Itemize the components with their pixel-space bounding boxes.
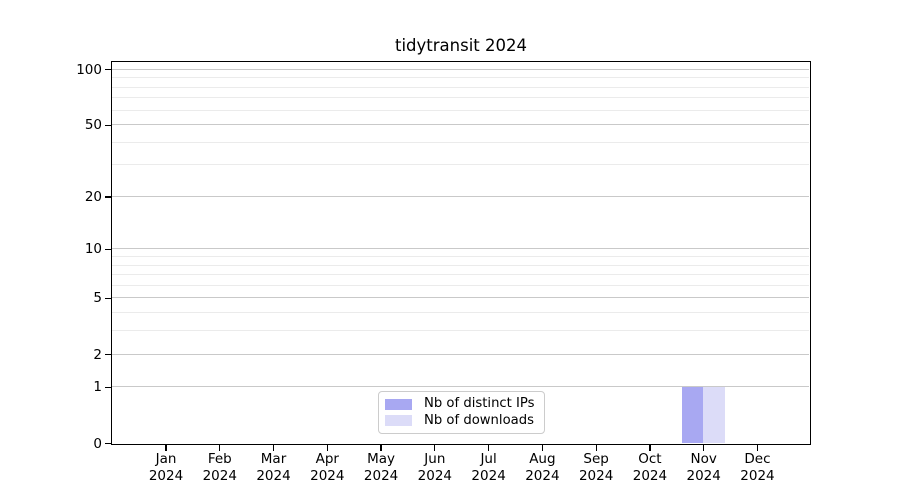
legend-label-downloads: Nb of downloads (424, 412, 534, 428)
x-tick-jun (434, 445, 436, 451)
y-tick-label-5: 5 (93, 290, 102, 307)
gridline-minor-30 (112, 164, 809, 166)
x-tick-label-may: May 2024 (363, 451, 399, 484)
legend-item-downloads: Nb of downloads (385, 413, 536, 429)
x-tick-dec (756, 445, 759, 451)
x-tick-label-sep: Sep 2024 (578, 451, 614, 484)
x-tick-label-aug: Aug 2024 (525, 451, 560, 484)
x-tick-nov (703, 445, 705, 451)
gridline-minor-7 (112, 274, 809, 276)
x-tick-may (380, 445, 382, 451)
gridline-minor-4 (112, 312, 809, 314)
bar-distinct-ips-nov (681, 386, 704, 443)
y-tick-label-50: 50 (84, 117, 102, 134)
x-tick-jan (165, 445, 167, 451)
y-tick-label-10: 10 (84, 241, 102, 258)
gridline-minor-40 (112, 141, 809, 143)
gridline-minor-90 (112, 77, 809, 79)
x-tick-label-mar: Mar 2024 (256, 451, 291, 484)
y-tick-label-20: 20 (84, 189, 102, 205)
gridline-major-10 (112, 248, 809, 250)
y-tick-label-1: 1 (93, 379, 102, 396)
x-tick-feb (219, 445, 221, 451)
bars-layer (112, 62, 810, 444)
x-tick-label-nov: Nov 2024 (686, 451, 721, 484)
x-tick-sep (595, 445, 597, 451)
gridline-minor-70 (112, 97, 809, 99)
x-tick-aug (541, 445, 544, 451)
legend-swatch-distinct-ips (385, 398, 412, 410)
grid-layer (112, 62, 810, 444)
gridline-major-1 (112, 386, 809, 388)
x-tick-label-jan: Jan 2024 (148, 451, 184, 484)
legend: Nb of distinct IPs Nb of downloads (378, 391, 545, 434)
x-tick-label-apr: Apr 2024 (310, 451, 345, 484)
gridline-minor-8 (112, 264, 809, 266)
gridline-minor-6 (112, 284, 809, 286)
gridline-minor-80 (112, 86, 809, 88)
x-tick-label-feb: Feb 2024 (202, 451, 237, 484)
gridline-major-5 (112, 297, 809, 299)
y-tick-label-100: 100 (76, 61, 102, 78)
bar-downloads-nov (703, 386, 725, 443)
legend-label-distinct-ips: Nb of distinct IPs (424, 396, 535, 412)
gridline-minor-9 (112, 256, 809, 258)
legend-swatch-downloads (385, 415, 412, 427)
x-tick-label-jul: Jul 2024 (471, 451, 506, 484)
legend-item-distinct-ips: Nb of distinct IPs (385, 396, 536, 412)
chart-title: tidytransit 2024 (395, 36, 527, 55)
y-tick-label-2: 2 (93, 346, 102, 363)
gridline-major-2 (112, 353, 809, 355)
y-tick-label-0: 0 (93, 435, 102, 452)
plot-area (111, 61, 811, 445)
x-tick-mar (272, 445, 275, 451)
x-tick-apr (326, 445, 328, 451)
gridline-major-50 (112, 124, 809, 126)
x-tick-label-oct: Oct 2024 (632, 451, 668, 484)
gridline-minor-3 (112, 330, 809, 332)
x-tick-label-jun: Jun 2024 (417, 451, 453, 484)
gridline-minor-60 (112, 109, 809, 111)
gridline-major-100 (112, 68, 809, 70)
x-tick-label-dec: Dec 2024 (740, 451, 775, 484)
x-tick-oct (649, 445, 651, 451)
x-tick-jul (487, 445, 490, 451)
gridline-major-20 (112, 196, 809, 197)
